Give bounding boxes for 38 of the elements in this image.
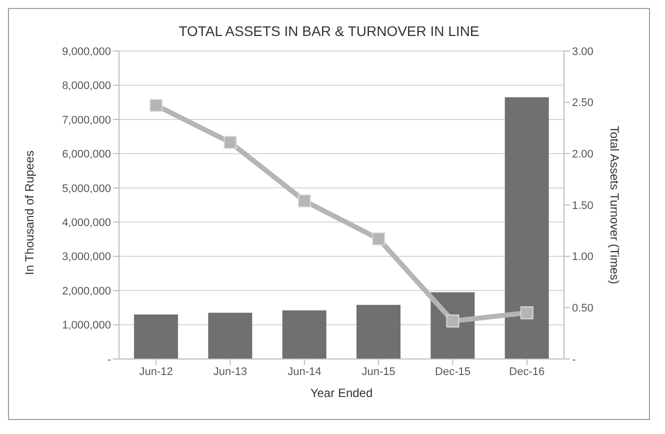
x-tick-label: Jun-15 bbox=[362, 366, 396, 378]
y-tick-label: 8,000,000 bbox=[62, 80, 111, 92]
y2-axis-title: Total Assets Turnover (Times) bbox=[607, 126, 622, 284]
y2-tick-label: 0.50 bbox=[572, 302, 594, 315]
y-tick-label: 3,000,000 bbox=[62, 251, 111, 264]
point bbox=[298, 194, 311, 208]
y-tick-label: 7,000,000 bbox=[62, 114, 111, 126]
bar bbox=[356, 304, 400, 359]
x-tick-label: Jun-12 bbox=[139, 366, 173, 378]
y-tick-label: 9,000,000 bbox=[62, 46, 111, 58]
y2-tick-label: 1.50 bbox=[572, 200, 594, 212]
bar bbox=[134, 314, 178, 359]
bar bbox=[282, 310, 326, 359]
point bbox=[446, 314, 460, 328]
y-tick-label: 1,000,000 bbox=[62, 320, 111, 332]
y2-tick-label: 1.00 bbox=[572, 251, 594, 264]
point bbox=[520, 306, 534, 320]
y-tick-label: 5,000,000 bbox=[62, 182, 111, 195]
y-tick-label: 6,000,000 bbox=[62, 148, 111, 161]
x-tick-label: Dec-15 bbox=[435, 366, 470, 378]
y-tick-label: 2,000,000 bbox=[62, 285, 111, 298]
y2-tick-label: 3.00 bbox=[572, 46, 594, 58]
y2-tick-label: 2.50 bbox=[572, 97, 594, 110]
point bbox=[372, 232, 386, 246]
y-axis-title: In Thousand of Rupees bbox=[22, 150, 36, 275]
y2-tick-label: 2.00 bbox=[572, 148, 594, 161]
bar bbox=[504, 97, 549, 359]
x-tick-label: Dec-16 bbox=[509, 366, 545, 378]
x-tick-label: Jun-14 bbox=[288, 366, 322, 378]
y2-tick-label: - bbox=[572, 354, 576, 366]
x-tick-label: Jun-13 bbox=[213, 366, 248, 378]
x-axis-title: Year Ended bbox=[310, 386, 373, 400]
point bbox=[150, 98, 163, 112]
bar bbox=[208, 312, 252, 359]
chart-title: TOTAL ASSETS IN BAR & TURNOVER IN LINE bbox=[178, 22, 480, 39]
y-tick-label: - bbox=[107, 354, 112, 366]
y-tick-label: 4,000,000 bbox=[62, 217, 111, 230]
point bbox=[224, 136, 237, 149]
